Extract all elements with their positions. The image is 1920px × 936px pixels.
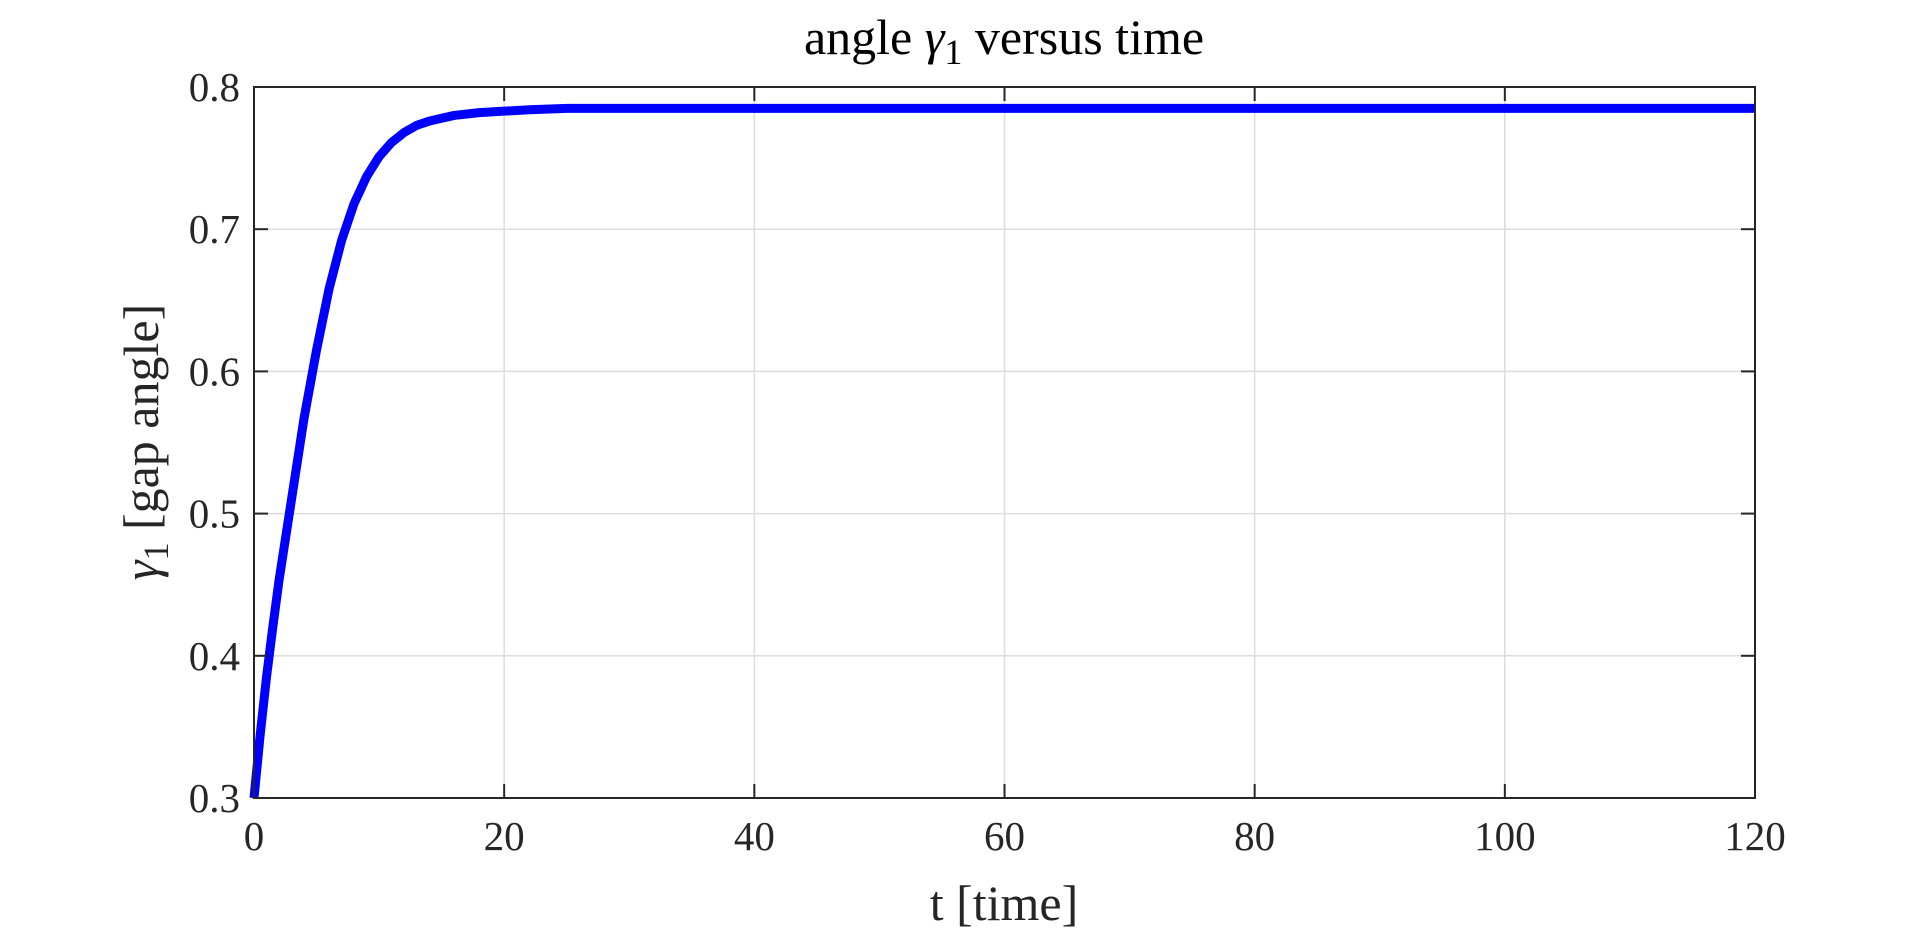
x-tick-label: 0 — [244, 813, 265, 859]
ticks — [253, 86, 1756, 799]
series-line-0 — [249, 103, 1755, 799]
y-tick-label: 0.7 — [189, 206, 240, 252]
y-tick-label: 0.6 — [189, 348, 240, 394]
x-tick-label: 20 — [484, 813, 525, 859]
chart-title-prefix: angle — [804, 9, 925, 65]
x-axis-title: t [time] — [930, 875, 1079, 931]
x-tick-label: 120 — [1724, 813, 1786, 859]
y-tick-label: 0.4 — [189, 633, 240, 679]
x-tick-label: 60 — [984, 813, 1025, 859]
x-tick-labels: 0 20 40 60 80 100 120 — [244, 813, 1786, 859]
y-axis-title-symbol: γ — [113, 559, 169, 580]
x-tick-label: 100 — [1474, 813, 1536, 859]
y-axis-title-subscript: 1 — [136, 543, 176, 561]
y-tick-labels: 0.3 0.4 0.5 0.6 0.7 0.8 — [189, 64, 240, 821]
y-axis-title-suffix: [gap angle] — [113, 304, 169, 543]
grid — [254, 87, 1755, 798]
chart-title-subscript: 1 — [944, 32, 962, 72]
chart-title-symbol: γ — [925, 9, 946, 65]
chart-title: angle γ1 versus time — [804, 9, 1204, 72]
y-tick-label: 0.5 — [189, 491, 240, 537]
y-tick-label: 0.3 — [189, 775, 240, 821]
series-layer — [249, 103, 1755, 799]
x-tick-label: 40 — [734, 813, 775, 859]
y-axis-title: γ1 [gap angle] — [113, 304, 176, 580]
chart-title-suffix: versus time — [962, 9, 1204, 65]
x-tick-label: 80 — [1234, 813, 1275, 859]
y-tick-label: 0.8 — [189, 64, 240, 110]
